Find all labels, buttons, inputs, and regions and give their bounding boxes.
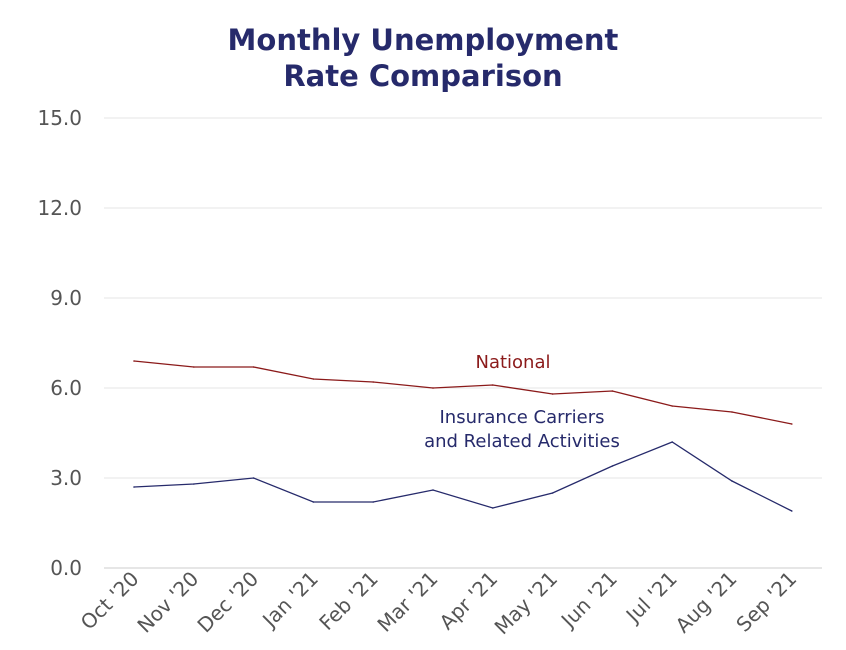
data-point (671, 441, 673, 443)
data-point (372, 501, 375, 503)
series-labels: National Insurance Carriers and Related Ac… (424, 352, 620, 452)
data-point (312, 378, 315, 380)
x-tick-label: Jun '21 (555, 567, 622, 634)
chart-title-line-1: Monthly Unemployment (227, 23, 619, 57)
data-point (432, 387, 434, 389)
data-point (731, 411, 733, 413)
data-point (731, 480, 733, 482)
series-label-line: National (475, 352, 550, 373)
data-point (551, 393, 554, 395)
data-point (791, 510, 793, 512)
data-point (312, 501, 315, 503)
x-tick-label: Feb '21 (314, 567, 382, 635)
data-point (372, 381, 375, 383)
data-point (492, 507, 494, 509)
data-point (611, 390, 614, 392)
data-point (432, 489, 434, 491)
series-label-line: Insurance Carriers (440, 407, 605, 428)
x-tick-label: Aug '21 (671, 567, 742, 638)
series-line-0 (133, 360, 792, 425)
series-lines (133, 360, 793, 512)
data-point (252, 366, 255, 368)
x-tick-label: Nov '20 (132, 567, 203, 638)
data-point (611, 465, 614, 467)
data-point (133, 360, 135, 362)
x-tick-label: May '21 (490, 567, 563, 640)
y-tick-label: 3.0 (50, 466, 82, 490)
x-tick-label: Mar '21 (372, 567, 442, 637)
chart-title: Monthly Unemployment Rate Comparison (0, 22, 846, 94)
gridlines (104, 117, 822, 569)
y-tick-label: 12.0 (37, 196, 82, 220)
x-tick-label: Oct '20 (76, 567, 144, 635)
data-point (193, 366, 195, 368)
series-label-1: Insurance Carriers and Related Activities (424, 407, 620, 452)
y-tick-label: 9.0 (50, 286, 82, 310)
data-point (671, 405, 673, 407)
data-point (791, 423, 793, 425)
x-tick-label: Sep '21 (731, 567, 801, 637)
series-label-line: and Related Activities (424, 431, 620, 452)
y-tick-label: 0.0 (50, 556, 82, 580)
data-point (551, 492, 554, 494)
x-tick-label: Jan '21 (256, 567, 323, 634)
series-label-0: National (475, 352, 550, 373)
y-axis: 0.0 3.0 6.0 9.0 12.0 15.0 (37, 106, 82, 580)
y-tick-label: 15.0 (37, 106, 82, 130)
x-tick-label: Dec '20 (192, 567, 263, 638)
data-point (193, 483, 195, 485)
data-point (492, 384, 494, 386)
y-tick-label: 6.0 (50, 376, 82, 400)
chart-title-line-2: Rate Comparison (283, 59, 563, 93)
data-point (133, 486, 135, 488)
data-point (252, 477, 255, 479)
series-line-1 (133, 441, 793, 512)
